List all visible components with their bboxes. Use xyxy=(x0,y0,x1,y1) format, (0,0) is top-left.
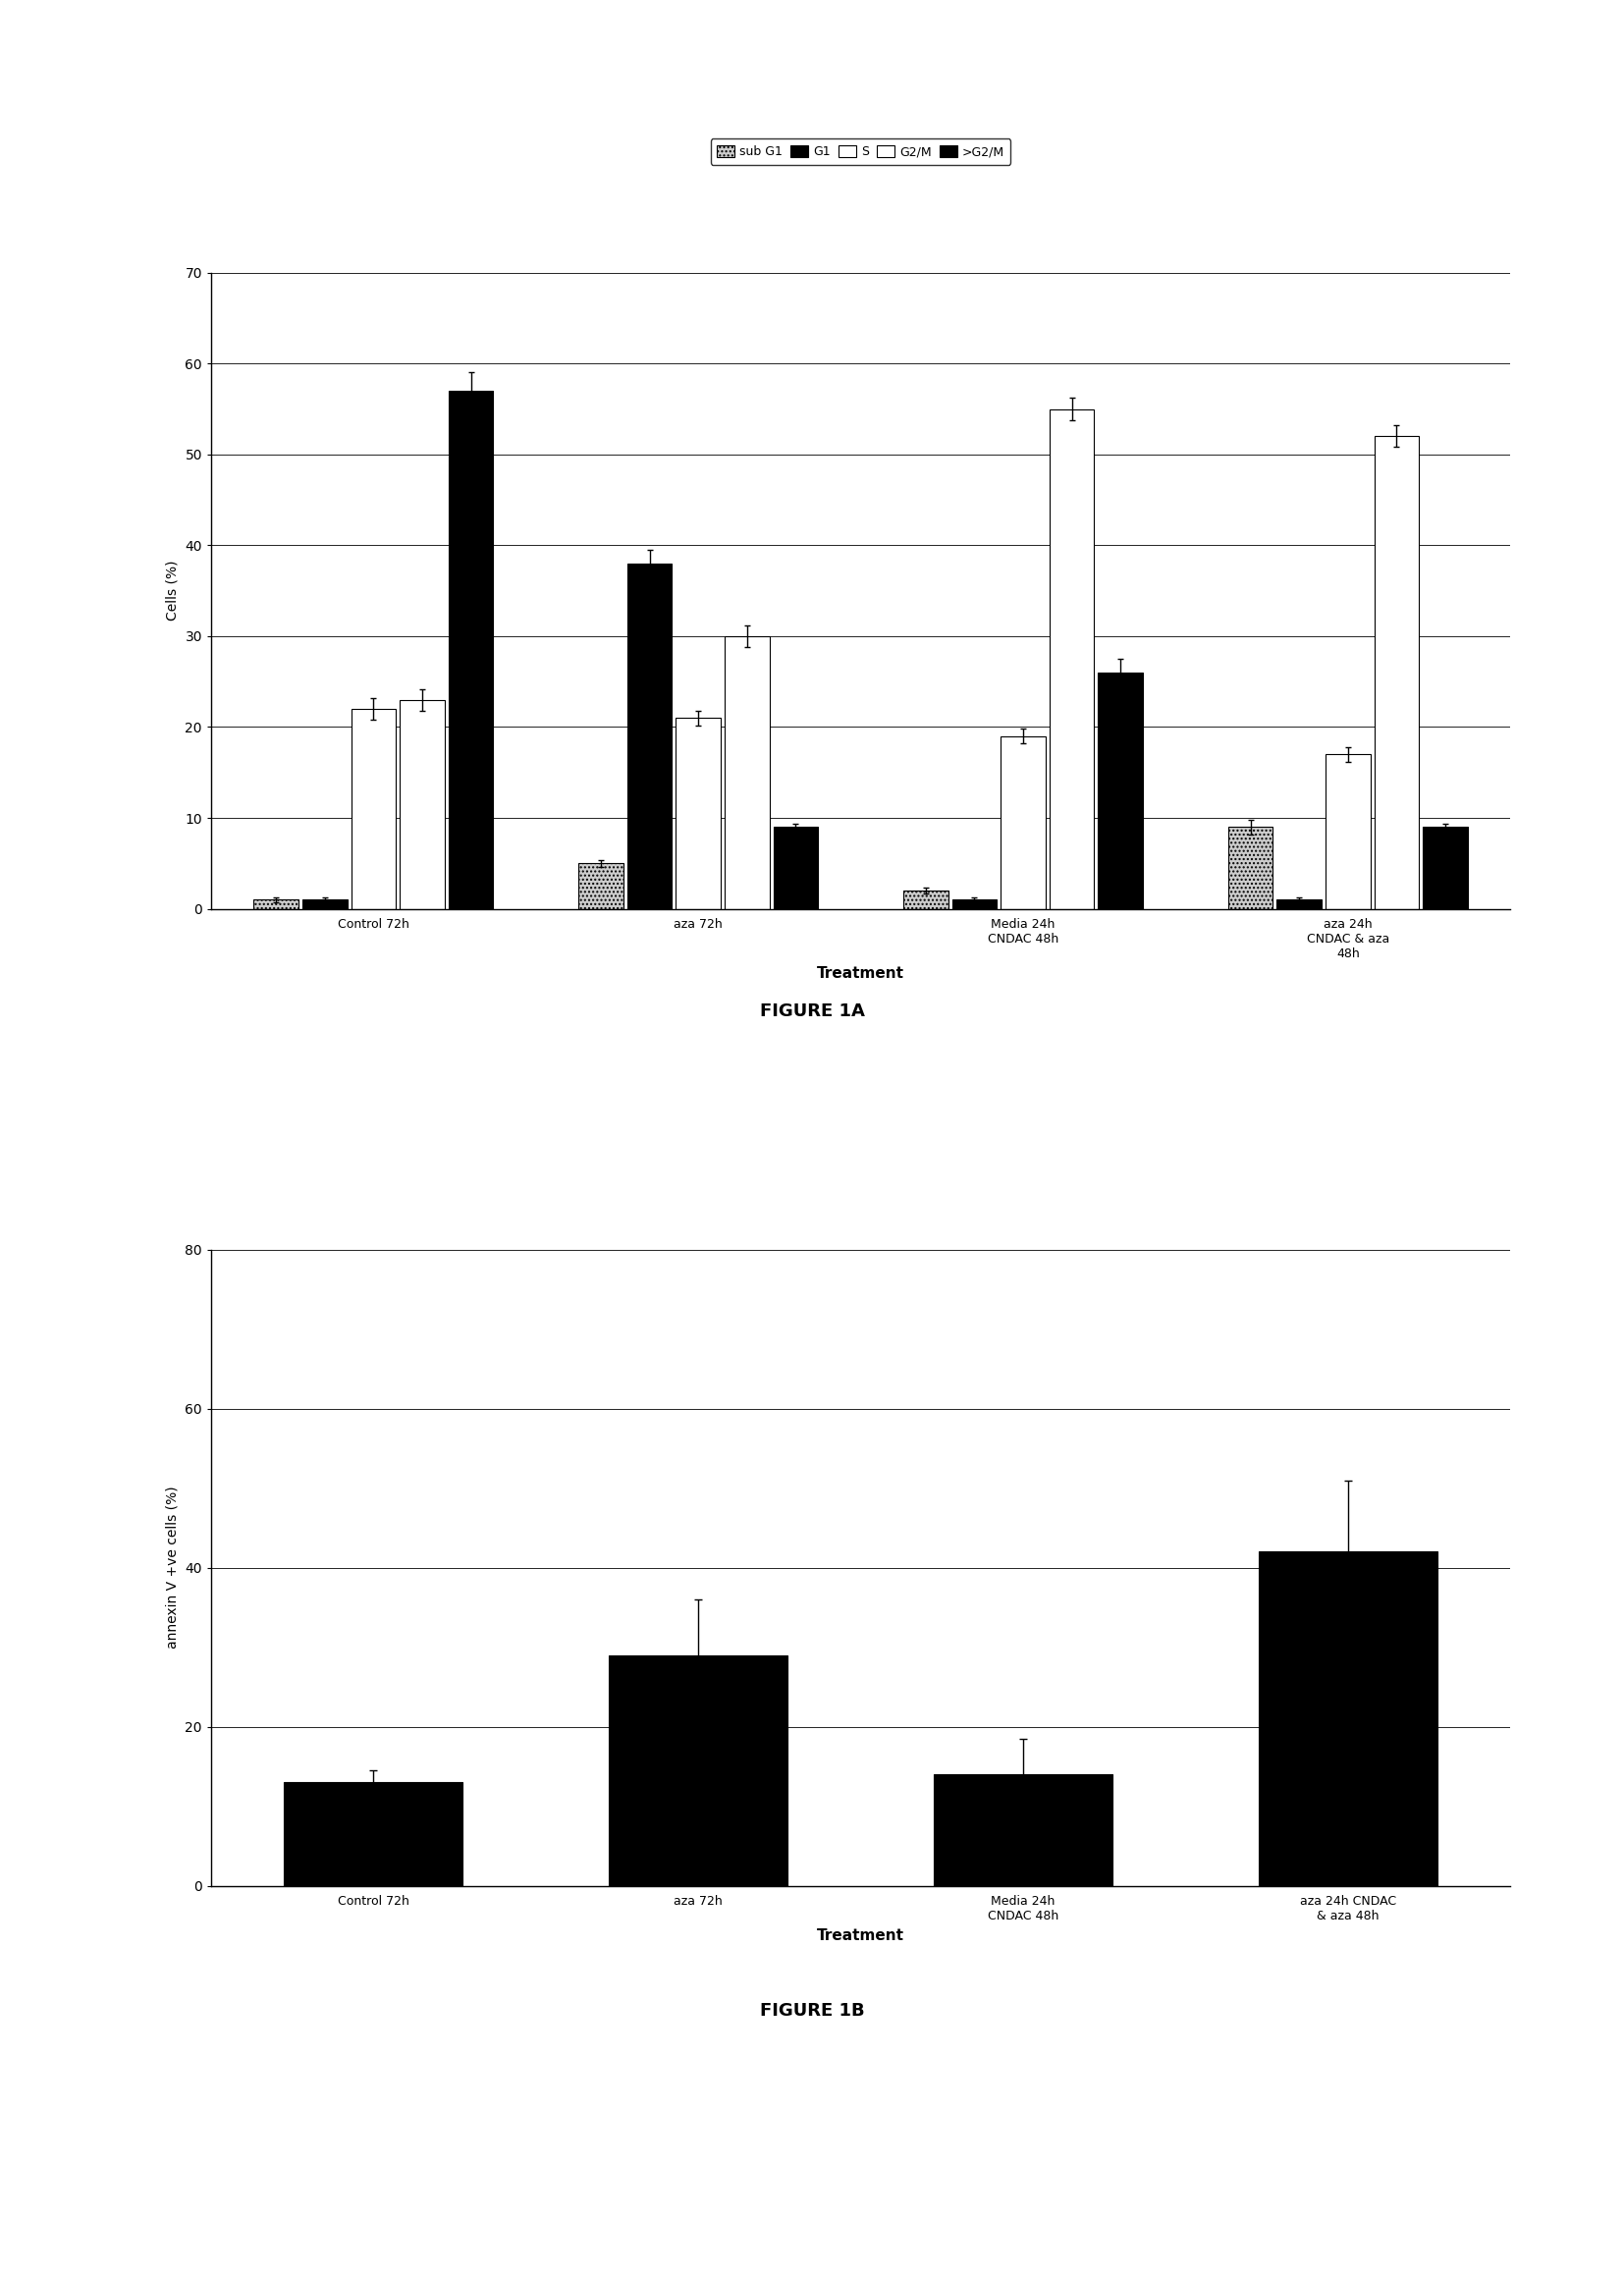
Bar xyxy=(1276,900,1322,909)
X-axis label: Treatment: Treatment xyxy=(817,1929,905,1943)
Bar xyxy=(1049,409,1095,909)
Bar xyxy=(253,900,299,909)
Bar xyxy=(578,863,624,909)
Text: FIGURE 1A: FIGURE 1A xyxy=(760,1002,864,1020)
X-axis label: Treatment: Treatment xyxy=(817,966,905,982)
Bar xyxy=(1325,754,1371,909)
Bar xyxy=(903,891,948,909)
Bar xyxy=(1098,673,1143,909)
Bar xyxy=(724,636,770,909)
Bar xyxy=(627,563,672,909)
Bar xyxy=(1259,1552,1437,1886)
Bar xyxy=(448,391,494,909)
Bar xyxy=(284,1781,463,1886)
Bar xyxy=(302,900,348,909)
Y-axis label: Cells (%): Cells (%) xyxy=(166,561,180,620)
Bar xyxy=(1423,827,1468,909)
Bar xyxy=(1000,736,1046,909)
Bar xyxy=(676,718,721,909)
Bar xyxy=(400,700,445,909)
Legend: sub G1, G1, S, G2/M, >G2/M: sub G1, G1, S, G2/M, >G2/M xyxy=(711,139,1010,164)
Bar xyxy=(773,827,818,909)
Bar xyxy=(351,709,396,909)
Y-axis label: annexin V +ve cells (%): annexin V +ve cells (%) xyxy=(166,1486,180,1649)
Bar xyxy=(952,900,997,909)
Bar xyxy=(609,1654,788,1886)
Bar xyxy=(1374,436,1419,909)
Bar xyxy=(934,1774,1112,1886)
Bar xyxy=(1228,827,1273,909)
Text: FIGURE 1B: FIGURE 1B xyxy=(760,2002,864,2020)
